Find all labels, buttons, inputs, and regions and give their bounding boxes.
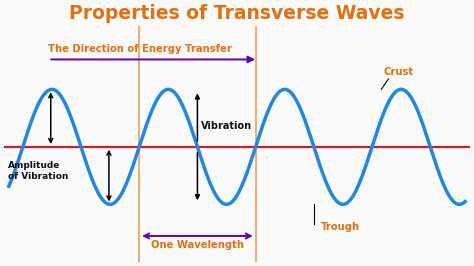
Text: Trough: Trough <box>321 222 360 232</box>
Title: Properties of Transverse Waves: Properties of Transverse Waves <box>69 4 405 23</box>
Text: Crust: Crust <box>383 67 414 77</box>
Text: One Wavelength: One Wavelength <box>151 240 244 250</box>
Text: Vibration: Vibration <box>201 121 252 131</box>
Text: The Direction of Energy Transfer: The Direction of Energy Transfer <box>48 44 232 54</box>
Text: Amplitude
of Vibration: Amplitude of Vibration <box>8 161 68 181</box>
